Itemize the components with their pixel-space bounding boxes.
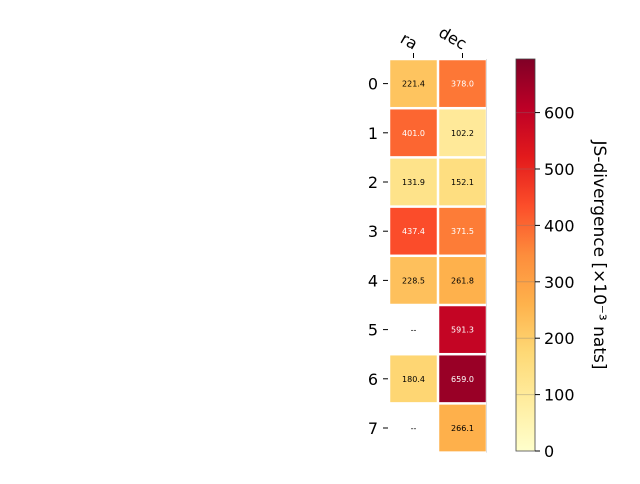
colorbar-tick-label: 300 <box>544 273 575 292</box>
heatmap-cell <box>390 207 437 255</box>
heatmap-cell <box>390 158 437 206</box>
cell-label: -- <box>411 326 417 335</box>
colorbar-tick-label: 500 <box>544 160 575 179</box>
colorbar-label: JS-divergence [×10⁻³ nats] <box>589 140 609 370</box>
heatmap-cell <box>390 355 437 403</box>
row-tick-label: 4 <box>368 271 378 290</box>
cell-label: 401.0 <box>402 129 425 138</box>
heatmap-cell <box>439 60 486 107</box>
row-tick-label: 1 <box>368 124 378 143</box>
cell-label: 180.4 <box>402 375 425 384</box>
colorbar-tick-label: 600 <box>544 104 575 123</box>
cell-label: 591.3 <box>451 326 474 335</box>
row-tick-label: 2 <box>368 173 378 192</box>
colorbar-tick-label: 100 <box>544 386 575 405</box>
heatmap-cell <box>439 158 486 206</box>
heatmap-cell <box>439 355 486 403</box>
heatmap-cell <box>390 60 437 107</box>
heatmap-cell <box>439 404 486 452</box>
row-tick-label: 0 <box>368 75 378 94</box>
row-tick-label: 7 <box>368 419 378 438</box>
cell-label: 371.5 <box>451 227 474 236</box>
colorbar-gradient <box>515 58 536 452</box>
colorbar-tick-label: 200 <box>544 329 575 348</box>
heatmap-cell <box>439 257 486 304</box>
cell-label: 266.1 <box>451 424 474 433</box>
colorbar-ticks: 0 100 200 300 400 500 600 <box>516 104 575 461</box>
heatmap-grid: 221.4 378.0 401.0 102.2 131.9 152.1 437.4 371.5… <box>368 23 487 453</box>
heatmap-cell <box>390 109 437 157</box>
cell-label: 437.4 <box>402 227 425 236</box>
colorbar-tick-label: 400 <box>544 216 575 235</box>
heatmap-cell <box>439 109 486 157</box>
cell-label: 261.8 <box>451 276 474 285</box>
colorbar-tick-label: 0 <box>544 442 554 461</box>
cell-label: 221.4 <box>402 80 425 89</box>
colorbar: 0 100 200 300 400 500 600 JS-divergence [×10⁻³… <box>515 58 609 461</box>
row-tick-label: 5 <box>368 321 378 340</box>
cell-label: 102.2 <box>451 129 474 138</box>
cell-label: 152.1 <box>451 178 474 187</box>
heatmap-cell <box>439 306 486 353</box>
cell-label: 131.9 <box>402 178 425 187</box>
cell-label: -- <box>411 424 417 433</box>
cell-label: 378.0 <box>451 80 474 89</box>
column-tick-label: ra <box>397 29 421 54</box>
heatmap-cell <box>439 207 486 255</box>
heatmap-cell <box>390 257 437 304</box>
cell-label: 659.0 <box>451 375 474 384</box>
cell-label: 228.5 <box>402 276 425 285</box>
row-tick-label: 6 <box>368 370 378 389</box>
row-tick-label: 3 <box>368 222 378 241</box>
column-tick-label: dec <box>436 23 470 54</box>
